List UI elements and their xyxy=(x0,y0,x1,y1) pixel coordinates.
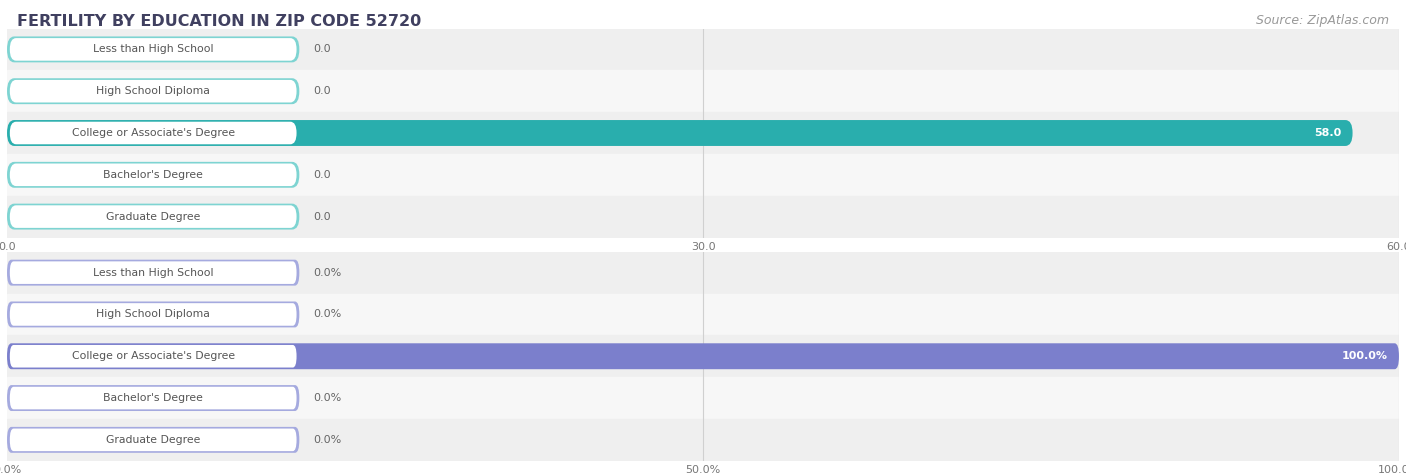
Text: High School Diploma: High School Diploma xyxy=(96,309,209,320)
Text: Less than High School: Less than High School xyxy=(93,267,214,278)
FancyBboxPatch shape xyxy=(7,162,299,188)
Text: 0.0%: 0.0% xyxy=(314,435,342,445)
Text: 0.0%: 0.0% xyxy=(314,309,342,320)
Bar xyxy=(7,28,1399,70)
Text: 0.0%: 0.0% xyxy=(314,267,342,278)
Bar xyxy=(7,419,1399,461)
Bar xyxy=(7,252,1399,294)
Bar xyxy=(7,154,1399,196)
Text: 0.0: 0.0 xyxy=(314,44,330,55)
Text: Bachelor's Degree: Bachelor's Degree xyxy=(103,170,202,180)
Text: 0.0: 0.0 xyxy=(314,211,330,222)
Text: College or Associate's Degree: College or Associate's Degree xyxy=(72,128,235,138)
Text: 0.0%: 0.0% xyxy=(314,393,342,403)
FancyBboxPatch shape xyxy=(10,428,297,451)
FancyBboxPatch shape xyxy=(10,122,297,144)
FancyBboxPatch shape xyxy=(7,302,299,327)
FancyBboxPatch shape xyxy=(10,261,297,284)
FancyBboxPatch shape xyxy=(7,260,299,285)
Bar xyxy=(7,294,1399,335)
Bar xyxy=(7,112,1399,154)
FancyBboxPatch shape xyxy=(7,37,299,62)
Text: High School Diploma: High School Diploma xyxy=(96,86,209,96)
Text: 58.0: 58.0 xyxy=(1315,128,1341,138)
FancyBboxPatch shape xyxy=(7,78,299,104)
FancyBboxPatch shape xyxy=(10,303,297,326)
FancyBboxPatch shape xyxy=(10,205,297,228)
Bar xyxy=(7,335,1399,377)
Bar xyxy=(7,377,1399,419)
Text: FERTILITY BY EDUCATION IN ZIP CODE 52720: FERTILITY BY EDUCATION IN ZIP CODE 52720 xyxy=(17,14,422,29)
Text: Source: ZipAtlas.com: Source: ZipAtlas.com xyxy=(1256,14,1389,27)
FancyBboxPatch shape xyxy=(7,120,1353,146)
Text: 0.0: 0.0 xyxy=(314,170,330,180)
FancyBboxPatch shape xyxy=(7,343,1399,369)
FancyBboxPatch shape xyxy=(10,80,297,103)
Text: 0.0: 0.0 xyxy=(314,86,330,96)
Bar xyxy=(7,70,1399,112)
Text: Graduate Degree: Graduate Degree xyxy=(105,211,201,222)
FancyBboxPatch shape xyxy=(10,345,297,368)
Text: Less than High School: Less than High School xyxy=(93,44,214,55)
Text: Bachelor's Degree: Bachelor's Degree xyxy=(103,393,202,403)
FancyBboxPatch shape xyxy=(10,163,297,186)
FancyBboxPatch shape xyxy=(7,385,299,411)
Text: College or Associate's Degree: College or Associate's Degree xyxy=(72,351,235,361)
FancyBboxPatch shape xyxy=(7,427,299,453)
FancyBboxPatch shape xyxy=(7,204,299,229)
FancyBboxPatch shape xyxy=(10,387,297,409)
Text: Graduate Degree: Graduate Degree xyxy=(105,435,201,445)
FancyBboxPatch shape xyxy=(10,38,297,61)
Bar xyxy=(7,196,1399,238)
Text: 100.0%: 100.0% xyxy=(1341,351,1388,361)
